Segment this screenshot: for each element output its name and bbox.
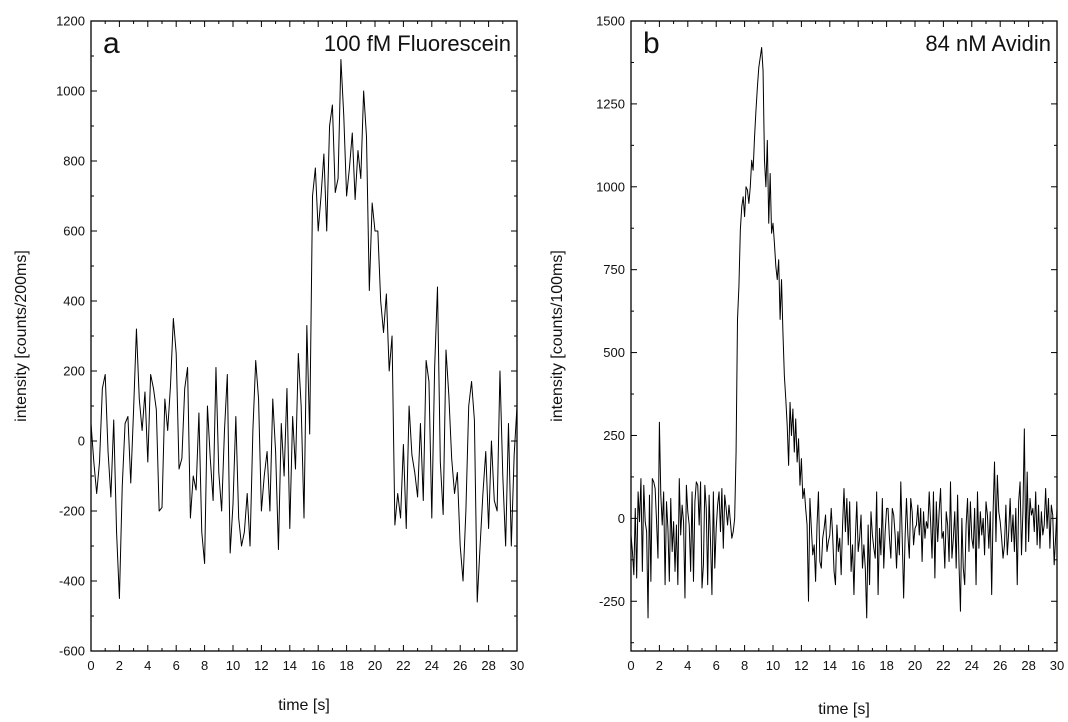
y-tick-label: 400	[63, 294, 85, 309]
y-tick-label: -600	[59, 644, 85, 659]
panel-b: 0 2 4 6 8 10 12 14 16 18 20 22 24 26 28 30-250025050075…	[549, 14, 1064, 719]
y-tick-label: 750	[603, 262, 625, 277]
x-tick-label: 6	[173, 658, 180, 673]
y-axis-title: intensity [counts/100ms]	[549, 250, 566, 422]
x-tick-label: 10	[766, 658, 780, 673]
x-tick-label: 20	[368, 658, 382, 673]
series-line	[90, 59, 518, 606]
x-tick-label: 24	[965, 658, 979, 673]
x-tick-label: 14	[283, 658, 297, 673]
panel-letter: a	[103, 27, 120, 60]
x-tick-label: 4	[684, 658, 691, 673]
panel-a: 0 2 4 6 8 10 12 14 16 18 20 22 24 26 28 30-600-400-2000…	[13, 14, 524, 715]
x-tick-label: 16	[851, 658, 865, 673]
x-tick-label: 8	[201, 658, 208, 673]
x-tick-label: 26	[993, 658, 1007, 673]
y-tick-label: 250	[603, 428, 625, 443]
y-tick-label: 0	[618, 511, 625, 526]
x-tick-label: 28	[1021, 658, 1035, 673]
panel-annotation: 100 fM Fluorescein	[324, 31, 511, 56]
y-tick-label: 600	[63, 224, 85, 239]
x-tick-label: 10	[226, 658, 240, 673]
y-tick-label: 1000	[596, 179, 625, 194]
plot-frame	[90, 20, 518, 652]
x-tick-label: 30	[510, 658, 524, 673]
x-tick-label: 4	[144, 658, 151, 673]
y-tick-label: -200	[59, 504, 85, 519]
x-tick-label: 28	[481, 658, 495, 673]
x-tick-label: 12	[254, 658, 268, 673]
x-tick-label: 0	[627, 658, 634, 673]
x-tick-label: 22	[396, 658, 410, 673]
series-line	[630, 47, 1058, 635]
x-tick-label: 6	[713, 658, 720, 673]
x-tick-label: 14	[823, 658, 837, 673]
y-axis-title: intensity [counts/200ms]	[13, 250, 30, 422]
y-tick-label: -250	[599, 594, 625, 609]
y-tick-label: 500	[603, 345, 625, 360]
x-tick-label: 18	[879, 658, 893, 673]
x-tick-label: 0	[87, 658, 94, 673]
x-tick-label: 26	[453, 658, 467, 673]
x-tick-label: 30	[1050, 658, 1064, 673]
y-tick-label: 800	[63, 154, 85, 169]
x-tick-label: 8	[741, 658, 748, 673]
y-tick-label: 1500	[596, 14, 625, 29]
y-tick-label: 1200	[56, 14, 85, 29]
x-tick-label: 2	[116, 658, 123, 673]
y-tick-label: 1250	[596, 96, 625, 111]
x-tick-label: 2	[656, 658, 663, 673]
x-tick-label: 20	[908, 658, 922, 673]
plot-frame	[630, 20, 1058, 652]
x-tick-label: 18	[339, 658, 353, 673]
x-tick-label: 22	[936, 658, 950, 673]
panel-letter: b	[643, 27, 660, 60]
y-tick-label: 1000	[56, 84, 85, 99]
x-axis-title: time [s]	[818, 701, 870, 718]
x-tick-label: 24	[425, 658, 439, 673]
x-tick-label: 12	[794, 658, 808, 673]
x-tick-label: 16	[311, 658, 325, 673]
panel-annotation: 84 nM Avidin	[925, 31, 1051, 56]
x-axis-title: time [s]	[278, 697, 330, 714]
y-tick-label: -400	[59, 574, 85, 589]
y-tick-label: 200	[63, 364, 85, 379]
y-tick-label: 0	[78, 434, 85, 449]
